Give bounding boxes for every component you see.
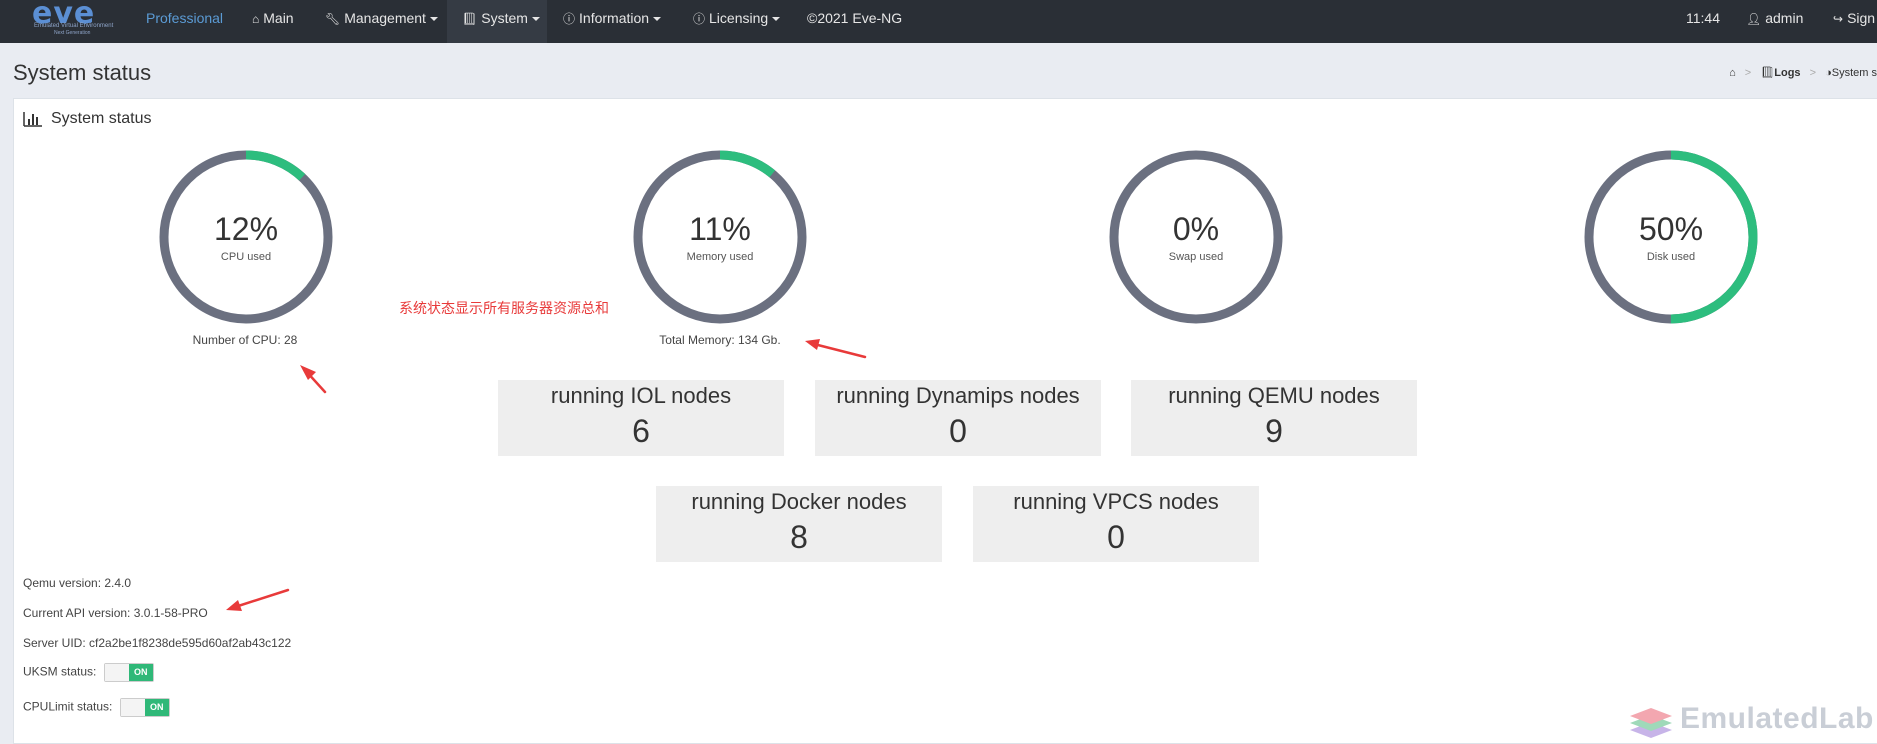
info-icon: ⓘ <box>693 12 706 26</box>
disk-gauge: 50% Disk used <box>1583 149 1759 325</box>
node-title: running IOL nodes <box>550 383 732 408</box>
node-title: running VPCS nodes <box>1013 489 1219 514</box>
eve-logo[interactable]: eve Emulated Virtual Environment Next Ge… <box>32 0 114 38</box>
gauge-label: CPU used <box>220 251 272 263</box>
sign-out-link[interactable]: ↪ Sign <box>1833 0 1875 43</box>
arrow-memory <box>808 341 867 359</box>
info-icon: ⓘ <box>563 12 576 26</box>
logo-subtitle-2: Next Generation <box>54 30 91 36</box>
nav-system-label: System <box>481 10 528 26</box>
nav-main-label: Main <box>263 10 294 26</box>
node-count: 0 <box>949 413 967 449</box>
gauge-value: 0% <box>1172 211 1220 247</box>
arrowhead-cpu <box>300 365 316 380</box>
qemu-version: Qemu version: 2.4.0 <box>23 576 132 590</box>
breadcrumb-separator: > <box>1744 67 1752 79</box>
api-version: Current API version: 3.0.1-58-PRO <box>23 606 208 620</box>
dynamips-nodes-box: running Dynamips nodes 0 <box>815 380 1101 456</box>
wrench-icon: 🔧︎ <box>325 12 341 26</box>
watermark-text: EmulatedLab <box>1680 702 1874 735</box>
caret-down-icon <box>429 17 438 22</box>
layers-icon <box>1630 708 1672 738</box>
toggle-on-label: ON <box>128 664 153 681</box>
user-icon: 👤︎ <box>1746 12 1762 26</box>
gauge-value: 50% <box>1638 211 1704 247</box>
nav-information[interactable]: ⓘ Information <box>563 0 662 43</box>
arrow-api <box>230 588 290 610</box>
node-count: 0 <box>1107 519 1125 555</box>
breadcrumb: ⌂ > 📕︎Logs > ◑System s <box>1729 66 1877 79</box>
arrowhead-api <box>226 600 242 611</box>
breadcrumb-logs[interactable]: 📕︎Logs <box>1760 67 1801 79</box>
caret-down-icon <box>653 17 662 22</box>
nav-licensing[interactable]: ⓘ Licensing <box>693 0 781 43</box>
nav-management-label: Management <box>344 10 426 26</box>
panel-title: System status <box>23 110 151 128</box>
nav-main[interactable]: ⌂ Main <box>252 0 294 43</box>
nav-licensing-label: Licensing <box>709 10 769 26</box>
top-navbar: eve Emulated Virtual Environment Next Ge… <box>0 0 1877 43</box>
nav-information-label: Information <box>579 10 650 26</box>
breadcrumb-current: ◑System s <box>1825 67 1877 79</box>
arrowhead-memory <box>805 339 820 350</box>
caret-down-icon <box>531 17 540 22</box>
node-count: 8 <box>790 519 808 555</box>
node-count: 9 <box>1265 413 1283 449</box>
caret-down-icon <box>772 17 781 22</box>
uksm-status: UKSM status: ON <box>23 663 154 682</box>
node-title: running Dynamips nodes <box>836 383 1080 408</box>
sign-out-icon: ↪ <box>1833 12 1844 26</box>
gauge-ring <box>633 150 807 324</box>
page-title: System status <box>13 60 152 85</box>
memory-gauge: 11% Memory used <box>632 149 808 325</box>
user-name: admin <box>1765 10 1804 26</box>
gauge-ring <box>1584 150 1758 324</box>
swap-gauge: 0% Swap used <box>1108 149 1284 325</box>
gauge-label: Disk used <box>1646 251 1696 263</box>
half-circle-icon: ◑ <box>1825 67 1832 79</box>
server-uid: Server UID: cf2a2be1f8238de595d60af2ab43… <box>23 636 292 650</box>
gauge-label: Memory used <box>686 251 754 263</box>
nav-system[interactable]: 📕︎ System <box>447 0 547 43</box>
annotation-text: 系统状态显示所有服务器资源总和 <box>399 300 609 316</box>
docker-nodes-box: running Docker nodes 8 <box>656 486 942 562</box>
cpulimit-toggle[interactable]: ON <box>119 698 170 717</box>
home-icon: ⌂ <box>252 12 260 26</box>
gauge-value: 11% <box>689 211 751 247</box>
gauge-label: Swap used <box>1168 251 1224 263</box>
book-icon: 📕︎ <box>462 12 478 26</box>
node-count: 6 <box>632 413 650 449</box>
qemu-nodes-box: running QEMU nodes 9 <box>1131 380 1417 456</box>
sign-out-label: Sign <box>1847 10 1876 26</box>
vpcs-nodes-box: running VPCS nodes 0 <box>973 486 1259 562</box>
gauge-ring <box>159 150 333 324</box>
iol-nodes-box: running IOL nodes 6 <box>498 380 784 456</box>
uksm-status-label: UKSM status: <box>23 664 97 679</box>
memory-total-caption: Total Memory: 134 Gb. <box>659 333 781 347</box>
panel-title-label: System status <box>51 110 152 127</box>
logo-text: eve <box>32 0 96 31</box>
node-title: running QEMU nodes <box>1168 383 1380 408</box>
toggle-on-label: ON <box>144 699 169 716</box>
cpulimit-status: CPULimit status: ON <box>23 698 170 717</box>
copyright: ©2021 Eve-NG <box>807 10 903 26</box>
logo-subtitle: Emulated Virtual Environment <box>34 23 114 29</box>
uksm-toggle[interactable]: ON <box>103 663 154 682</box>
nav-management[interactable]: 🔧︎ Management <box>325 0 438 43</box>
cpulimit-status-label: CPULimit status: <box>23 699 113 714</box>
book-icon: 📕︎ <box>1760 67 1775 79</box>
cpu-gauge: 12% CPU used <box>158 149 334 325</box>
gauge-ring <box>1109 150 1283 324</box>
gauge-value: 12% <box>213 211 279 247</box>
user-menu[interactable]: 👤︎ admin <box>1746 0 1803 43</box>
edition-label[interactable]: Professional <box>146 10 224 26</box>
node-title: running Docker nodes <box>691 489 907 514</box>
home-icon[interactable]: ⌂ <box>1729 67 1736 79</box>
cpu-count-caption: Number of CPU: 28 <box>192 333 298 347</box>
clock: 11:44 <box>1686 10 1720 26</box>
breadcrumb-separator: > <box>1809 67 1817 79</box>
bar-chart-icon <box>23 111 42 127</box>
